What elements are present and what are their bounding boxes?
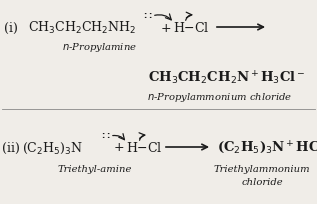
Text: Triethyl-amine: Triethyl-amine xyxy=(58,165,132,174)
Text: $+$: $+$ xyxy=(160,21,171,34)
Text: CH$_3$CH$_2$CH$_2$N$^+$H$_3$Cl$^-$: CH$_3$CH$_2$CH$_2$N$^+$H$_3$Cl$^-$ xyxy=(148,69,306,86)
Text: (C$_2$H$_5$)$_3$N$^+$HCl$^-$: (C$_2$H$_5$)$_3$N$^+$HCl$^-$ xyxy=(217,139,317,155)
Text: $n$-Propylamine: $n$-Propylamine xyxy=(62,41,138,54)
Text: Triethylammonium: Triethylammonium xyxy=(214,165,310,174)
Text: (C$_2$H$_5$)$_3$N: (C$_2$H$_5$)$_3$N xyxy=(22,140,83,155)
Text: H$-$Cl: H$-$Cl xyxy=(173,21,210,35)
Text: H$-$Cl: H$-$Cl xyxy=(126,140,163,154)
Text: (ii): (ii) xyxy=(2,141,20,154)
Text: (i): (i) xyxy=(4,21,18,34)
Text: $n$-Propylammonium chloride: $n$-Propylammonium chloride xyxy=(147,91,293,104)
Text: CH$_3$CH$_2$CH$_2$NH$_2$: CH$_3$CH$_2$CH$_2$NH$_2$ xyxy=(28,20,136,36)
Text: $\mathbf{:\!:}$: $\mathbf{:\!:}$ xyxy=(100,131,112,140)
Text: chloride: chloride xyxy=(241,178,283,187)
Text: $+$: $+$ xyxy=(113,141,124,154)
Text: $\mathbf{:\!:}$: $\mathbf{:\!:}$ xyxy=(142,11,154,20)
